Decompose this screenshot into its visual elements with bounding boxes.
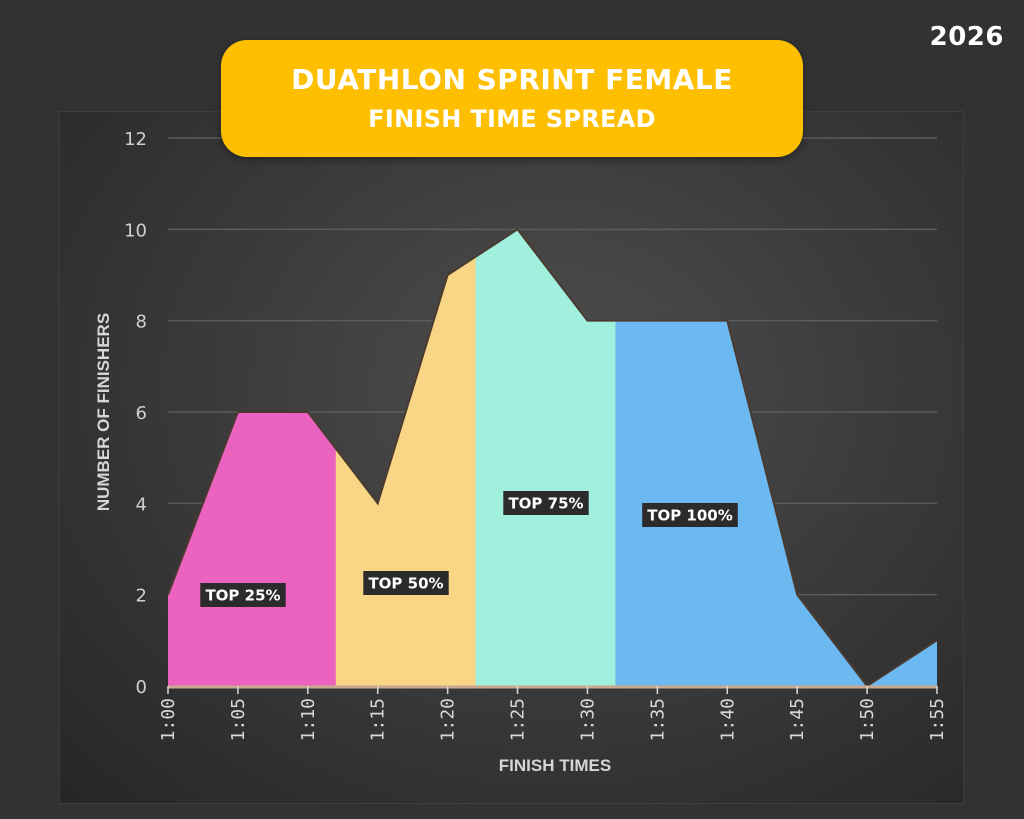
x-tick-label: 1:05 (228, 698, 249, 741)
y-tick-label: 2 (136, 586, 147, 607)
x-tick-label: 1:40 (717, 698, 738, 741)
svg-text:TOP 100%: TOP 100% (647, 507, 733, 525)
segment-label-top-100-: TOP 100% (642, 503, 738, 527)
segment-label-top-25-: TOP 25% (200, 583, 286, 607)
y-axis-title: NUMBER OF FINISHERS (94, 313, 113, 511)
x-tick-label: 1:00 (158, 698, 179, 741)
x-tick-label: 1:50 (857, 698, 878, 741)
x-axis: 1:00 1:05 1:10 1:15 1:20 1:25 1:30 1:35 1:40 1:45… (158, 685, 948, 741)
x-tick-label: 1:30 (577, 698, 598, 741)
x-tick-label: 1:35 (647, 698, 668, 741)
svg-text:TOP 25%: TOP 25% (205, 587, 280, 605)
title-banner: DUATHLON SPRINT FEMALE FINISH TIME SPREA… (221, 40, 803, 157)
segment-label-top-75-: TOP 75% (503, 491, 589, 515)
chart-title: DUATHLON SPRINT FEMALE (291, 62, 733, 96)
y-tick-label: 6 (136, 403, 147, 424)
y-tick-label: 0 (136, 677, 147, 698)
segment-label-top-50-: TOP 50% (363, 571, 449, 595)
y-tick-label: 4 (136, 494, 147, 515)
y-tick-label: 10 (124, 220, 147, 241)
y-tick-label: 12 (124, 129, 147, 150)
segment-labels: TOP 25% TOP 50% TOP 75% TOP 100% (200, 491, 738, 607)
y-axis-ticks: 0 2 4 6 8 10 12 (124, 129, 147, 698)
area-outline (167, 227, 938, 688)
x-tick-label: 1:25 (508, 698, 529, 741)
x-tick-label: 1:10 (298, 698, 319, 741)
y-tick-label: 8 (136, 312, 147, 333)
svg-text:TOP 75%: TOP 75% (508, 495, 583, 513)
year-label: 2026 (929, 22, 1004, 52)
segment-top-100- (615, 229, 937, 687)
x-axis-title: FINISH TIMES (499, 756, 611, 775)
x-tick-label: 1:45 (787, 698, 808, 741)
x-tick-label: 1:15 (368, 698, 389, 741)
chart-subtitle: FINISH TIME SPREAD (368, 104, 656, 133)
segment-top-75- (475, 229, 616, 687)
x-tick-label: 1:55 (927, 698, 948, 741)
x-tick-label: 1:20 (438, 698, 459, 741)
svg-text:TOP 50%: TOP 50% (368, 575, 443, 593)
